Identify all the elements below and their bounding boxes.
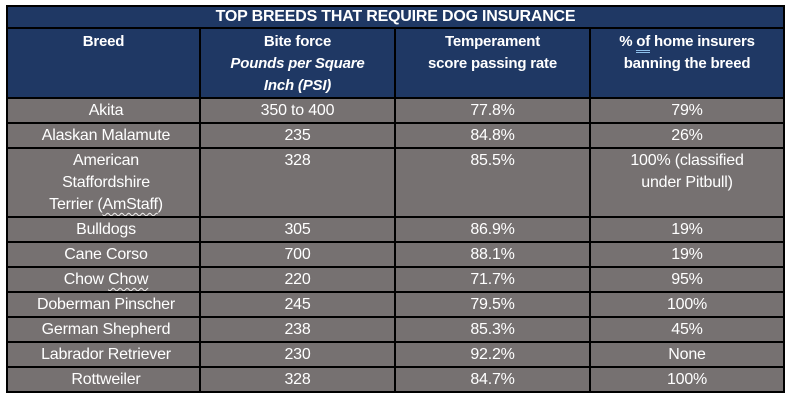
bite-force-label: Bite force [263,33,332,50]
table-row-cane-corso: Cane Corso 700 88.1% 19% [6,241,785,268]
banned-cell: 26% [589,122,785,149]
breed-cell: Chow Chow [6,266,201,293]
banned-cell: None [589,341,785,368]
temperament-cell: 92.2% [394,341,591,368]
banned-cell: 100% [589,366,785,393]
table-row-chow-chow: Chow Chow 220 71.7% 95% [6,266,785,293]
bite-force-cell: 238 [199,316,396,343]
breed-cell: Doberman Pinscher [6,291,201,318]
bite-force-cell: 245 [199,291,396,318]
temperament-cell: 77.8% [394,97,591,124]
col-header-breed: Breed [6,27,201,99]
banned-cell: 95% [589,266,785,293]
table-title: TOP BREEDS THAT REQUIRE DOG INSURANCE [6,5,785,29]
breed-cell: Labrador Retriever [6,341,201,368]
temperament-cell: 84.7% [394,366,591,393]
banned-cell: 100% [589,291,785,318]
temperament-cell: 88.1% [394,241,591,268]
temperament-label-line2: score passing rate [428,55,557,72]
col-header-bite-force: Bite force Pounds per Square Inch (PSI) [199,27,396,99]
dog-insurance-table: TOP BREEDS THAT REQUIRE DOG INSURANCE Br… [6,5,785,393]
bite-force-cell: 230 [199,341,396,368]
breed-cell: Akita [6,97,201,124]
grammar-underlined-word: of [636,33,650,53]
breed-cell: Cane Corso [6,241,201,268]
temperament-cell: 86.9% [394,216,591,243]
temperament-cell: 71.7% [394,266,591,293]
bite-force-cell: 350 to 400 [199,97,396,124]
breed-cell: German Shepherd [6,316,201,343]
bite-force-cell: 305 [199,216,396,243]
table-row-labrador-retriever: Labrador Retriever 230 92.2% None [6,341,785,368]
bite-force-cell: 220 [199,266,396,293]
breed-cell: American Staffordshire Terrier (AmStaff) [6,147,201,218]
title-row: TOP BREEDS THAT REQUIRE DOG INSURANCE [6,5,785,29]
temperament-cell: 85.5% [394,147,591,218]
banned-cell: 100% (classified under Pitbull) [589,147,785,218]
insurers-label-line2: banning the breed [623,55,751,72]
temperament-cell: 85.3% [394,316,591,343]
banned-cell: 79% [589,97,785,124]
bite-force-cell: 328 [199,147,396,218]
insurance-table-wrapper: TOP BREEDS THAT REQUIRE DOG INSURANCE Br… [6,5,785,393]
table-row-rottweiler: Rottweiler 328 84.7% 100% [6,366,785,393]
temperament-label-line1: Temperament [444,33,541,50]
bite-force-unit-label: Pounds per Square Inch (PSI) [230,55,365,94]
table-row-doberman-pinscher: Doberman Pinscher 245 79.5% 100% [6,291,785,318]
banned-cell: 45% [589,316,785,343]
table-row-german-shepherd: German Shepherd 238 85.3% 45% [6,316,785,343]
breed-cell: Bulldogs [6,216,201,243]
banned-cell: 19% [589,241,785,268]
banned-cell: 19% [589,216,785,243]
breed-cell: Rottweiler [6,366,201,393]
temperament-cell: 79.5% [394,291,591,318]
bite-force-cell: 328 [199,366,396,393]
header-row: Breed Bite force Pounds per Square Inch … [6,27,785,99]
breed-cell: Alaskan Malamute [6,122,201,149]
table-row-akita: Akita 350 to 400 77.8% 79% [6,97,785,124]
table-row-bulldogs: Bulldogs 305 86.9% 19% [6,216,785,243]
table-row-amstaff: American Staffordshire Terrier (AmStaff)… [6,147,785,218]
table-row-alaskan-malamute: Alaskan Malamute 235 84.8% 26% [6,122,785,149]
insurers-label-line1: % of home insurers [592,31,782,53]
col-header-insurers-banning: % of home insurers banning the breed [589,27,785,99]
bite-force-cell: 700 [199,241,396,268]
bite-force-cell: 235 [199,122,396,149]
col-header-temperament: Temperament score passing rate [394,27,591,99]
temperament-cell: 84.8% [394,122,591,149]
